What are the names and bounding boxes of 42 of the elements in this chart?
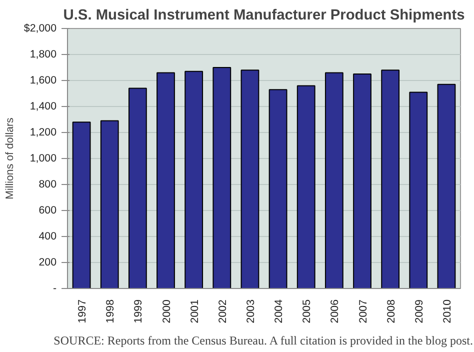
x-tick-label: 2005 [301,299,314,324]
bar [72,122,91,288]
bar [268,89,288,288]
source-note: SOURCE: Reports from the Census Bureau. A full citation is provided in the blog post. [54,334,473,348]
y-tick-label: 800 [38,178,57,190]
bar [128,88,147,288]
y-tick-label: 1,200 [30,126,57,138]
x-tick-label: 2004 [273,299,286,324]
bar [437,84,456,288]
bar [353,74,372,288]
y-tick-label: 1,400 [30,100,57,112]
x-tick-label: 1999 [132,299,145,324]
y-tick-label: 1,800 [30,48,57,60]
bar [184,70,204,288]
y-tick-label: 200 [38,256,57,268]
bar [156,72,175,288]
x-tick-label: 2000 [160,299,173,324]
y-tick-label: 600 [38,204,57,216]
y-axis-title: Millions of dollars [4,118,16,200]
x-tick-label: 1998 [104,299,117,324]
bar [240,70,260,288]
bar [100,120,119,288]
y-tick-label: 1,600 [30,74,57,86]
y-tick-label: 1,000 [30,152,57,164]
x-tick-label: 2002 [216,299,229,324]
bar [212,67,232,288]
y-tick-label: 400 [38,230,57,242]
x-tick-label: 2009 [413,299,426,324]
chart-title: U.S. Musical Instrument Manufacturer Product Shipments [63,8,465,24]
bar [296,85,316,288]
x-tick-label: 2003 [244,299,257,324]
x-tick-label: 2010 [441,299,454,324]
bar [381,70,400,288]
x-tick-label: 2007 [357,299,370,324]
x-tick-label: 1997 [76,299,89,324]
y-tick-label: - [52,282,57,294]
x-tick-label: 2008 [385,299,398,324]
y-tick-label: $2,000 [24,22,57,34]
x-tick-label: 2001 [188,299,201,324]
bar [324,72,344,288]
x-tick-label: 2006 [329,299,342,324]
bar [409,92,428,288]
